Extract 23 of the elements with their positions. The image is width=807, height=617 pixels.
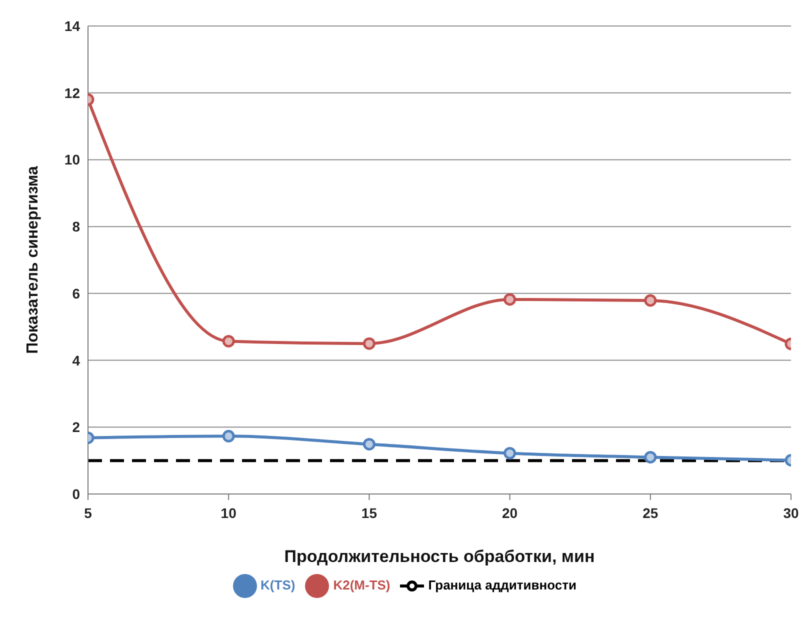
point <box>362 337 376 350</box>
y-tick-label: 14 <box>64 18 80 34</box>
y-tick-label: 10 <box>64 152 80 168</box>
y-tick-label: 4 <box>72 352 80 368</box>
x-tick-label: 20 <box>502 504 518 521</box>
x-tick-label: 25 <box>642 504 658 521</box>
y-tick-label: 8 <box>72 218 80 235</box>
point <box>504 293 516 306</box>
legend-label: K2(M-TS) <box>333 577 390 592</box>
y-tick-label: 12 <box>64 84 80 101</box>
point <box>504 446 516 460</box>
x-tick-label: 30 <box>783 504 799 521</box>
y-axis-title: Показатель синергизма <box>24 166 42 354</box>
legend-label: K(TS) <box>260 577 296 592</box>
legend-label: Граница аддитивности <box>428 577 576 592</box>
x-tick-label: 5 <box>84 504 92 521</box>
y-tick-label: 6 <box>72 285 80 302</box>
x-tick-label: 10 <box>220 504 237 521</box>
point <box>362 438 376 450</box>
x-tick-label: 15 <box>361 504 378 521</box>
y-tick-label: 0 <box>72 486 80 502</box>
y-tick-label: 2 <box>72 419 80 436</box>
x-axis-title: Продолжительность обработки, мин <box>284 547 595 566</box>
